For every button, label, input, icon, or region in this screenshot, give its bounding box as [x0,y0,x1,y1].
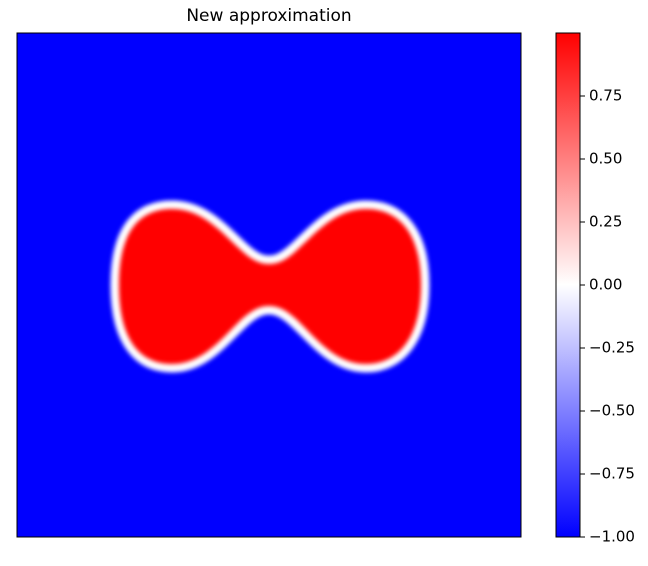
colorbar-tick-label: −1.00 [589,528,635,546]
field-region [119,209,421,364]
colorbar-tick-label: 0.75 [589,87,622,105]
colorbar-tick-label: 0.25 [589,213,622,231]
colorbar [555,32,581,538]
chart-title: New approximation [186,6,351,26]
colorbar-tick-label: 0.00 [589,276,622,294]
colorbar-tick-label: −0.25 [589,339,635,357]
colorbar-tick-label: 0.50 [589,150,622,168]
colorbar-tick-label: −0.50 [589,402,635,420]
heatmap-field [16,32,522,538]
axes-frame [16,32,522,538]
colorbar-tick-label: −0.75 [589,465,635,483]
